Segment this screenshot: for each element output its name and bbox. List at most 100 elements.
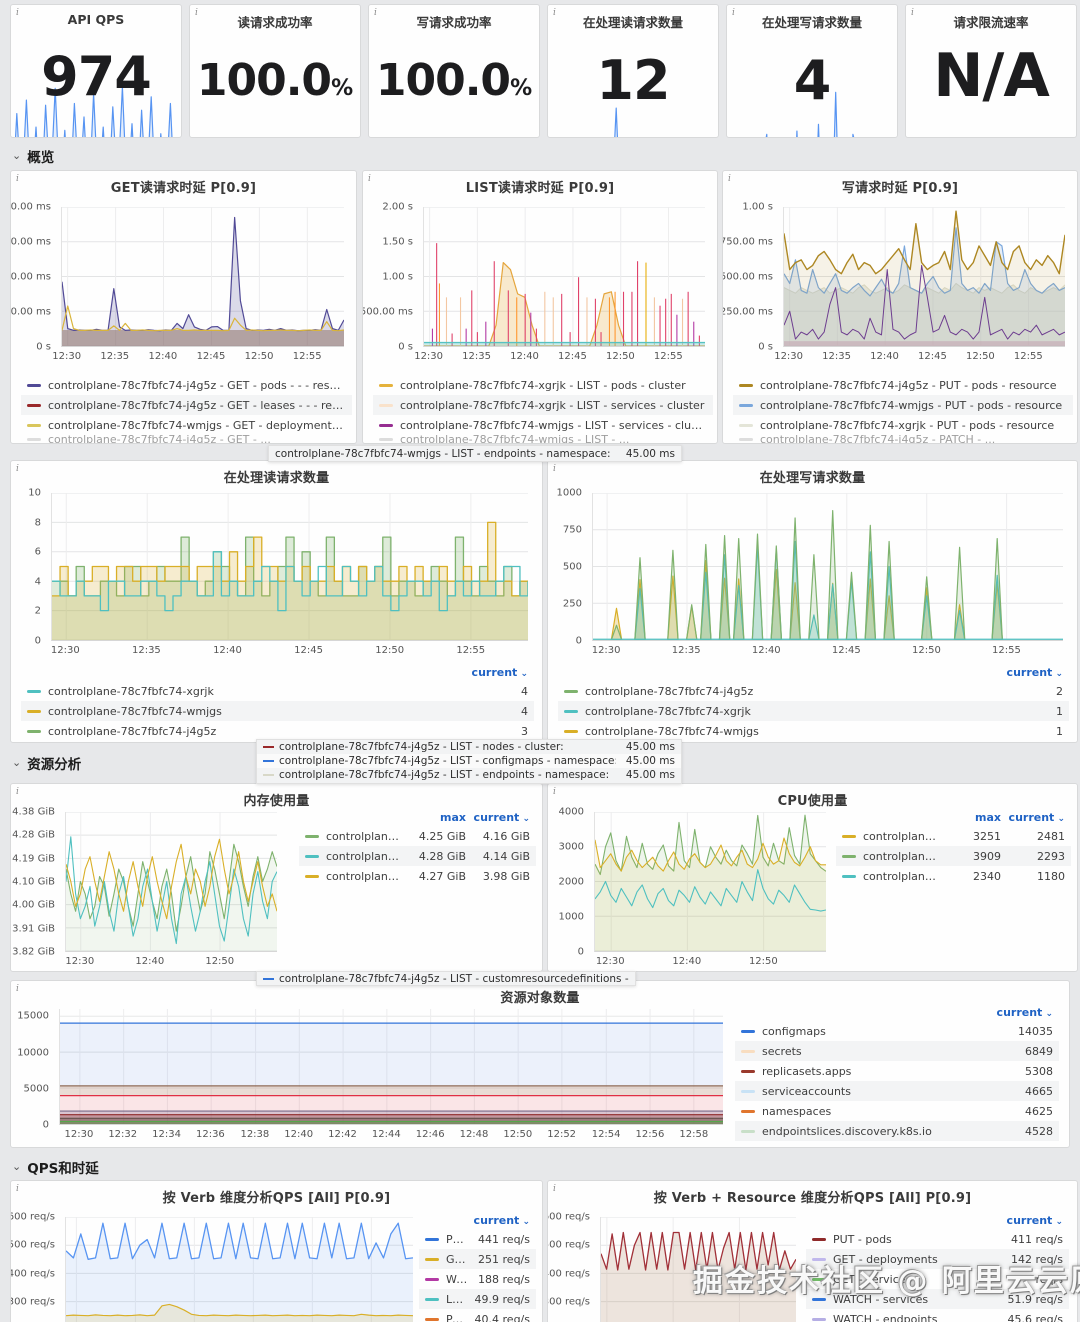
legend-sort-column[interactable]: current (1001, 811, 1065, 824)
info-icon[interactable]: i (195, 8, 198, 18)
info-icon[interactable]: i (728, 174, 731, 184)
legend-row[interactable]: controlplane-78c7fbfc74-wmjgs 4.27 GiB 3.9… (299, 866, 536, 886)
panel-title[interactable]: GET读请求时延 P[0.9] (110, 181, 257, 196)
legend-sort-column[interactable]: current (466, 1214, 530, 1227)
info-icon[interactable]: i (553, 1184, 556, 1194)
stat-title[interactable]: API QPS (67, 12, 125, 27)
legend-row[interactable]: controlplane-78c7fbfc74-xgrjk 2340 1180 (836, 866, 1071, 886)
legend-sort-column[interactable]: max (440, 810, 466, 824)
legend-row[interactable]: GET - services req/s (806, 1269, 1069, 1289)
legend-row[interactable]: controlplane-78c7fbfc74-j4g5z - PUT - po… (733, 375, 1073, 395)
legend-row[interactable]: controlplane-78c7fbfc74-wmjgs 1 (558, 721, 1069, 741)
info-icon[interactable]: i (732, 8, 735, 18)
get-latency-chart[interactable] (61, 207, 344, 347)
legend-sort-column[interactable]: current (464, 666, 528, 679)
info-icon[interactable]: i (911, 8, 914, 18)
resource-objects-chart[interactable] (59, 1009, 723, 1125)
write-inflight-chart[interactable] (592, 493, 1063, 641)
info-icon[interactable]: i (16, 984, 19, 994)
stat-title[interactable]: 读请求成功率 (237, 15, 313, 30)
legend-row[interactable]: controlplane-78c7fbfc74-wmjgs - PUT - po… (733, 395, 1073, 415)
info-icon[interactable]: i (553, 787, 556, 797)
y-tick-label: 4.28 GiB (12, 829, 55, 841)
section-resource[interactable]: ⌄ 资源分析 (12, 753, 81, 774)
legend-row[interactable]: PUT - pods 411 req/s (806, 1229, 1069, 1249)
legend-sort-column[interactable]: current (466, 811, 530, 824)
legend-row[interactable]: WATCH 188 req/s (419, 1269, 536, 1289)
panel-title[interactable]: 在处理读请求数量 (223, 471, 330, 486)
legend-row[interactable]: serviceaccounts 4665 (735, 1081, 1059, 1101)
legend-row[interactable]: controlplane-78c7fbfc74-j4g5z - GET - le… (21, 395, 352, 415)
stat-title[interactable]: 在处理读请求数量 (582, 15, 683, 30)
tooltip-fragment: controlplane-78c7fbfc74-j4g5z - LIST - c… (256, 971, 636, 986)
legend-row[interactable]: WATCH - services 51.9 req/s (806, 1289, 1069, 1309)
legend-row[interactable]: controlplane-78c7fbfc74-j4g5z - GET - po… (21, 375, 352, 395)
stat-title[interactable]: 请求限流速率 (953, 15, 1029, 30)
panel-title[interactable]: LIST读请求时延 P[0.9] (465, 181, 615, 196)
legend-row[interactable]: GET - deployments 142 req/s (806, 1249, 1069, 1269)
legend-label: controlplane-78c7fbfc74-xgrjk - LIST - p… (400, 378, 686, 392)
x-tick-label: 12:50 (605, 351, 635, 362)
x-tick-label: 12:45 (831, 645, 861, 656)
legend-row[interactable]: controlplane-78c7fbfc74-wmjgs 4 (21, 701, 534, 721)
legend-row[interactable]: LIST 49.9 req/s (419, 1289, 536, 1309)
info-icon[interactable]: i (16, 464, 19, 474)
legend-row[interactable]: PATCH 40.4 req/s (419, 1309, 536, 1322)
legend-row[interactable]: replicasets.apps 5308 (735, 1061, 1059, 1081)
y-tick-label: 3.91 GiB (12, 923, 55, 935)
read-inflight-chart[interactable] (51, 493, 528, 641)
list-latency-chart[interactable] (423, 207, 705, 347)
info-icon[interactable]: i (368, 174, 371, 184)
legend-row[interactable]: PUT 441 req/s (419, 1229, 536, 1249)
legend-row[interactable]: WATCH - endpoints 45.6 req/s (806, 1309, 1069, 1322)
legend-row[interactable]: controlplane-78c7fbfc74-wmjgs - GET - de… (21, 415, 352, 435)
qps-by-verb-chart[interactable] (65, 1217, 413, 1322)
legend-row[interactable]: secrets 6849 (735, 1041, 1059, 1061)
panel-title[interactable]: CPU使用量 (777, 794, 848, 809)
legend-row[interactable]: controlplane-78c7fbfc74-xgrjk - LIST - s… (373, 395, 713, 415)
info-icon[interactable]: i (374, 8, 377, 18)
panel-title[interactable]: 内存使用量 (243, 794, 310, 809)
legend-row[interactable]: controlplane-78c7fbfc74-j4g5z 4.25 GiB 4.1… (299, 826, 536, 846)
legend-sort-column[interactable]: current (999, 1214, 1063, 1227)
info-icon[interactable]: i (16, 8, 19, 18)
info-icon[interactable]: i (16, 787, 19, 797)
legend-row[interactable]: controlplane-78c7fbfc74-j4g5z 2 (558, 681, 1069, 701)
legend-row[interactable]: endpointslices.discovery.k8s.io 4528 (735, 1121, 1059, 1141)
legend-row[interactable]: configmaps 14035 (735, 1021, 1059, 1041)
panel-title[interactable]: 按 Verb 维度分析QPS [All] P[0.9] (162, 1191, 391, 1206)
info-icon[interactable]: i (553, 464, 556, 474)
legend-sort-column[interactable]: max (975, 810, 1001, 824)
legend-row[interactable]: controlplane-78c7fbfc74-j4g5z 3909 2293 (836, 846, 1071, 866)
section-qps-latency[interactable]: ⌄ QPS和时延 (12, 1157, 99, 1178)
legend-value: 4625 (1025, 1104, 1053, 1118)
write-latency-chart[interactable] (783, 207, 1065, 347)
panel-title[interactable]: 在处理写请求数量 (759, 471, 866, 486)
qps-by-verb-resource-chart[interactable] (600, 1217, 796, 1322)
info-icon[interactable]: i (553, 8, 556, 18)
stat-title[interactable]: 在处理写请求数量 (761, 15, 862, 30)
info-icon[interactable]: i (16, 174, 19, 184)
legend-row[interactable]: controlplane-78c7fbfc74-xgrjk 1 (558, 701, 1069, 721)
panel-title[interactable]: 按 Verb + Resource 维度分析QPS [All] P[0.9] (653, 1191, 972, 1206)
legend-row[interactable]: GET 251 req/s (419, 1249, 536, 1269)
section-overview[interactable]: ⌄ 概览 (12, 146, 54, 167)
legend-sort-column[interactable]: current (999, 666, 1063, 679)
panel-title[interactable]: 资源对象数量 (500, 991, 580, 1006)
series-color-dash (564, 729, 578, 733)
legend-row[interactable]: controlplane-78c7fbfc74-xgrjk 4.28 GiB 4.1… (299, 846, 536, 866)
legend-row[interactable]: controlplane-78c7fbfc74-xgrjk - PUT - po… (733, 415, 1073, 435)
cpu-chart[interactable] (594, 812, 826, 952)
legend-row[interactable]: controlplane-78c7fbfc74-xgrjk - LIST - p… (373, 375, 713, 395)
memory-chart[interactable] (65, 812, 277, 952)
legend-row[interactable]: namespaces 4625 (735, 1101, 1059, 1121)
legend-sort-column[interactable]: current (989, 1006, 1053, 1019)
stat-title[interactable]: 写请求成功率 (416, 15, 492, 30)
panel-title[interactable]: 写请求时延 P[0.9] (841, 181, 959, 196)
legend-row[interactable]: controlplane-78c7fbfc74-wmjgs - LIST - s… (373, 415, 713, 435)
legend-label: controlplane-78c7fbfc74-wmjgs (48, 704, 222, 718)
legend-row[interactable]: controlplane-78c7fbfc74-wmjgs 3251 2481 (836, 826, 1071, 846)
legend-row[interactable]: controlplane-78c7fbfc74-j4g5z 3 (21, 721, 534, 741)
legend-row[interactable]: controlplane-78c7fbfc74-xgrjk 4 (21, 681, 534, 701)
info-icon[interactable]: i (16, 1184, 19, 1194)
